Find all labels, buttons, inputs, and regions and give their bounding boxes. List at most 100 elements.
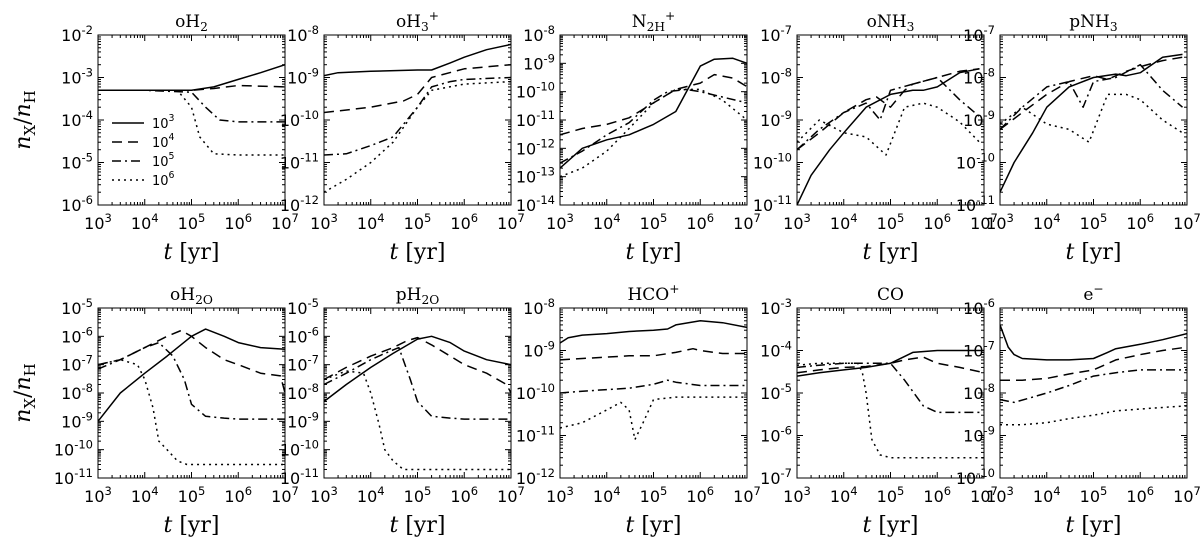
series-line-2: [560, 347, 747, 361]
x-tick-label: 107: [1173, 484, 1200, 506]
panel-title: e−: [1083, 282, 1103, 305]
series-line-1: [98, 63, 285, 92]
x-tick-label: 106: [1126, 484, 1154, 506]
x-tick-label: 106: [923, 211, 951, 233]
y-tick-label: 10-9: [760, 108, 792, 130]
series-line-2: [324, 336, 511, 394]
series-line-2: [1000, 346, 1187, 381]
y-tick-label: 10-10: [54, 438, 93, 460]
y-tick-label: 10-10: [516, 80, 555, 102]
series-line-4: [560, 88, 747, 178]
series-line-1: [324, 335, 511, 403]
legend-label-2: 104: [152, 132, 175, 151]
legend-label-1: 103: [152, 113, 175, 132]
x-tick-label: 105: [640, 211, 668, 233]
series-line-4: [1000, 93, 1183, 143]
x-tick-label: 105: [1080, 211, 1108, 233]
plot-frame: [559, 307, 748, 479]
y-tick-label: 10-10: [280, 108, 319, 130]
y-tick-label: 10-8: [963, 66, 995, 88]
x-tick-label: 103: [84, 211, 112, 233]
panel-9: CO 103 104 105 106 107 10-7 10-6 10-5 10-4 10-3 t […: [760, 285, 998, 538]
x-tick-label: 107: [970, 484, 998, 506]
x-tick-label: 104: [357, 211, 385, 233]
y-tick-label: 10-7: [760, 23, 792, 45]
panel-8: HCO+ 103 104 105 106 107 10-12 10-11 10-10 10-9 10…: [516, 282, 761, 538]
series-line-1: [324, 43, 511, 77]
x-tick-label: 104: [1033, 211, 1061, 233]
x-axis-label: t [yr]: [626, 513, 682, 538]
y-tick-label: 10-6: [963, 296, 995, 318]
x-tick-label: 106: [224, 484, 252, 506]
x-tick-label: 106: [450, 484, 478, 506]
y-tick-label: 10-11: [280, 151, 319, 173]
plot-frame: [999, 307, 1188, 479]
y-tick-label: 10-14: [516, 193, 555, 215]
series-line-1: [797, 349, 984, 377]
series-line-2: [797, 68, 980, 151]
y-tick-label: 10-8: [523, 23, 555, 45]
y-tick-label: 10-9: [61, 409, 93, 431]
series-line-1: [98, 328, 285, 422]
y-tick-label: 10-8: [963, 381, 995, 403]
series-line-3: [560, 88, 747, 164]
x-tick-label: 107: [271, 484, 299, 506]
panel-10: e−103 104 105 106 10710-1010-910-810-710-6t …: [956, 282, 1200, 538]
series-line-1: [560, 57, 747, 169]
y-tick-label: 10-13: [516, 165, 555, 187]
y-tick-label: 10-8: [287, 23, 319, 45]
x-tick-label: 104: [357, 484, 385, 506]
y-tick-label: 10-12: [280, 193, 319, 215]
series-line-4: [560, 396, 747, 441]
x-axis-label: t [yr]: [1066, 513, 1122, 538]
y-tick-label: 10-9: [523, 51, 555, 73]
x-tick-label: 104: [131, 484, 159, 506]
series-line-2: [324, 63, 511, 114]
panel-title: oNH3: [867, 12, 915, 34]
y-axis-label: nX/nH: [11, 363, 39, 423]
plot-frame: [97, 307, 286, 479]
y-tick-label: 10-11: [516, 424, 555, 446]
x-tick-label: 105: [877, 484, 905, 506]
x-tick-label: 105: [1080, 484, 1108, 506]
series-line-1: [797, 68, 980, 205]
panel-title: pNH3: [1069, 12, 1117, 34]
x-tick-label: 104: [1033, 484, 1061, 506]
y-tick-label: 10-12: [516, 136, 555, 158]
y-tick-label: 10-4: [760, 339, 792, 361]
x-tick-label: 103: [546, 211, 574, 233]
x-tick-label: 107: [733, 484, 761, 506]
y-tick-label: 10-5: [287, 296, 319, 318]
series-line-3: [797, 362, 984, 414]
y-tick-label: 10-5: [760, 381, 792, 403]
y-tick-label: 10-3: [760, 296, 792, 318]
y-tick-label: 10-8: [287, 381, 319, 403]
x-tick-label: 107: [271, 211, 299, 233]
plot-frame: [97, 34, 286, 206]
y-tick-label: 10-9: [287, 409, 319, 431]
series-line-2: [560, 73, 747, 136]
series-line-4: [98, 358, 285, 466]
y-tick-label: 10-11: [516, 108, 555, 130]
x-tick-label: 107: [1173, 211, 1200, 233]
y-tick-label: 10-7: [963, 23, 995, 45]
plot-frame: [559, 34, 748, 206]
y-tick-label: 10-6: [61, 324, 93, 346]
series-line-2: [797, 356, 984, 374]
x-axis-label: t [yr]: [863, 240, 919, 265]
x-axis-label: t [yr]: [1066, 240, 1122, 265]
x-tick-label: 106: [686, 211, 714, 233]
panel-title: CO: [877, 285, 904, 305]
y-tick-label: 10-8: [523, 296, 555, 318]
series-line-4: [797, 362, 984, 459]
y-tick-label: 10-10: [280, 438, 319, 460]
y-tick-label: 10-7: [287, 353, 319, 375]
panel-title: pH2O: [396, 285, 440, 307]
x-tick-label: 103: [546, 484, 574, 506]
series-line-1: [1000, 324, 1187, 361]
y-tick-label: 10-6: [287, 324, 319, 346]
x-tick-label: 105: [877, 211, 905, 233]
